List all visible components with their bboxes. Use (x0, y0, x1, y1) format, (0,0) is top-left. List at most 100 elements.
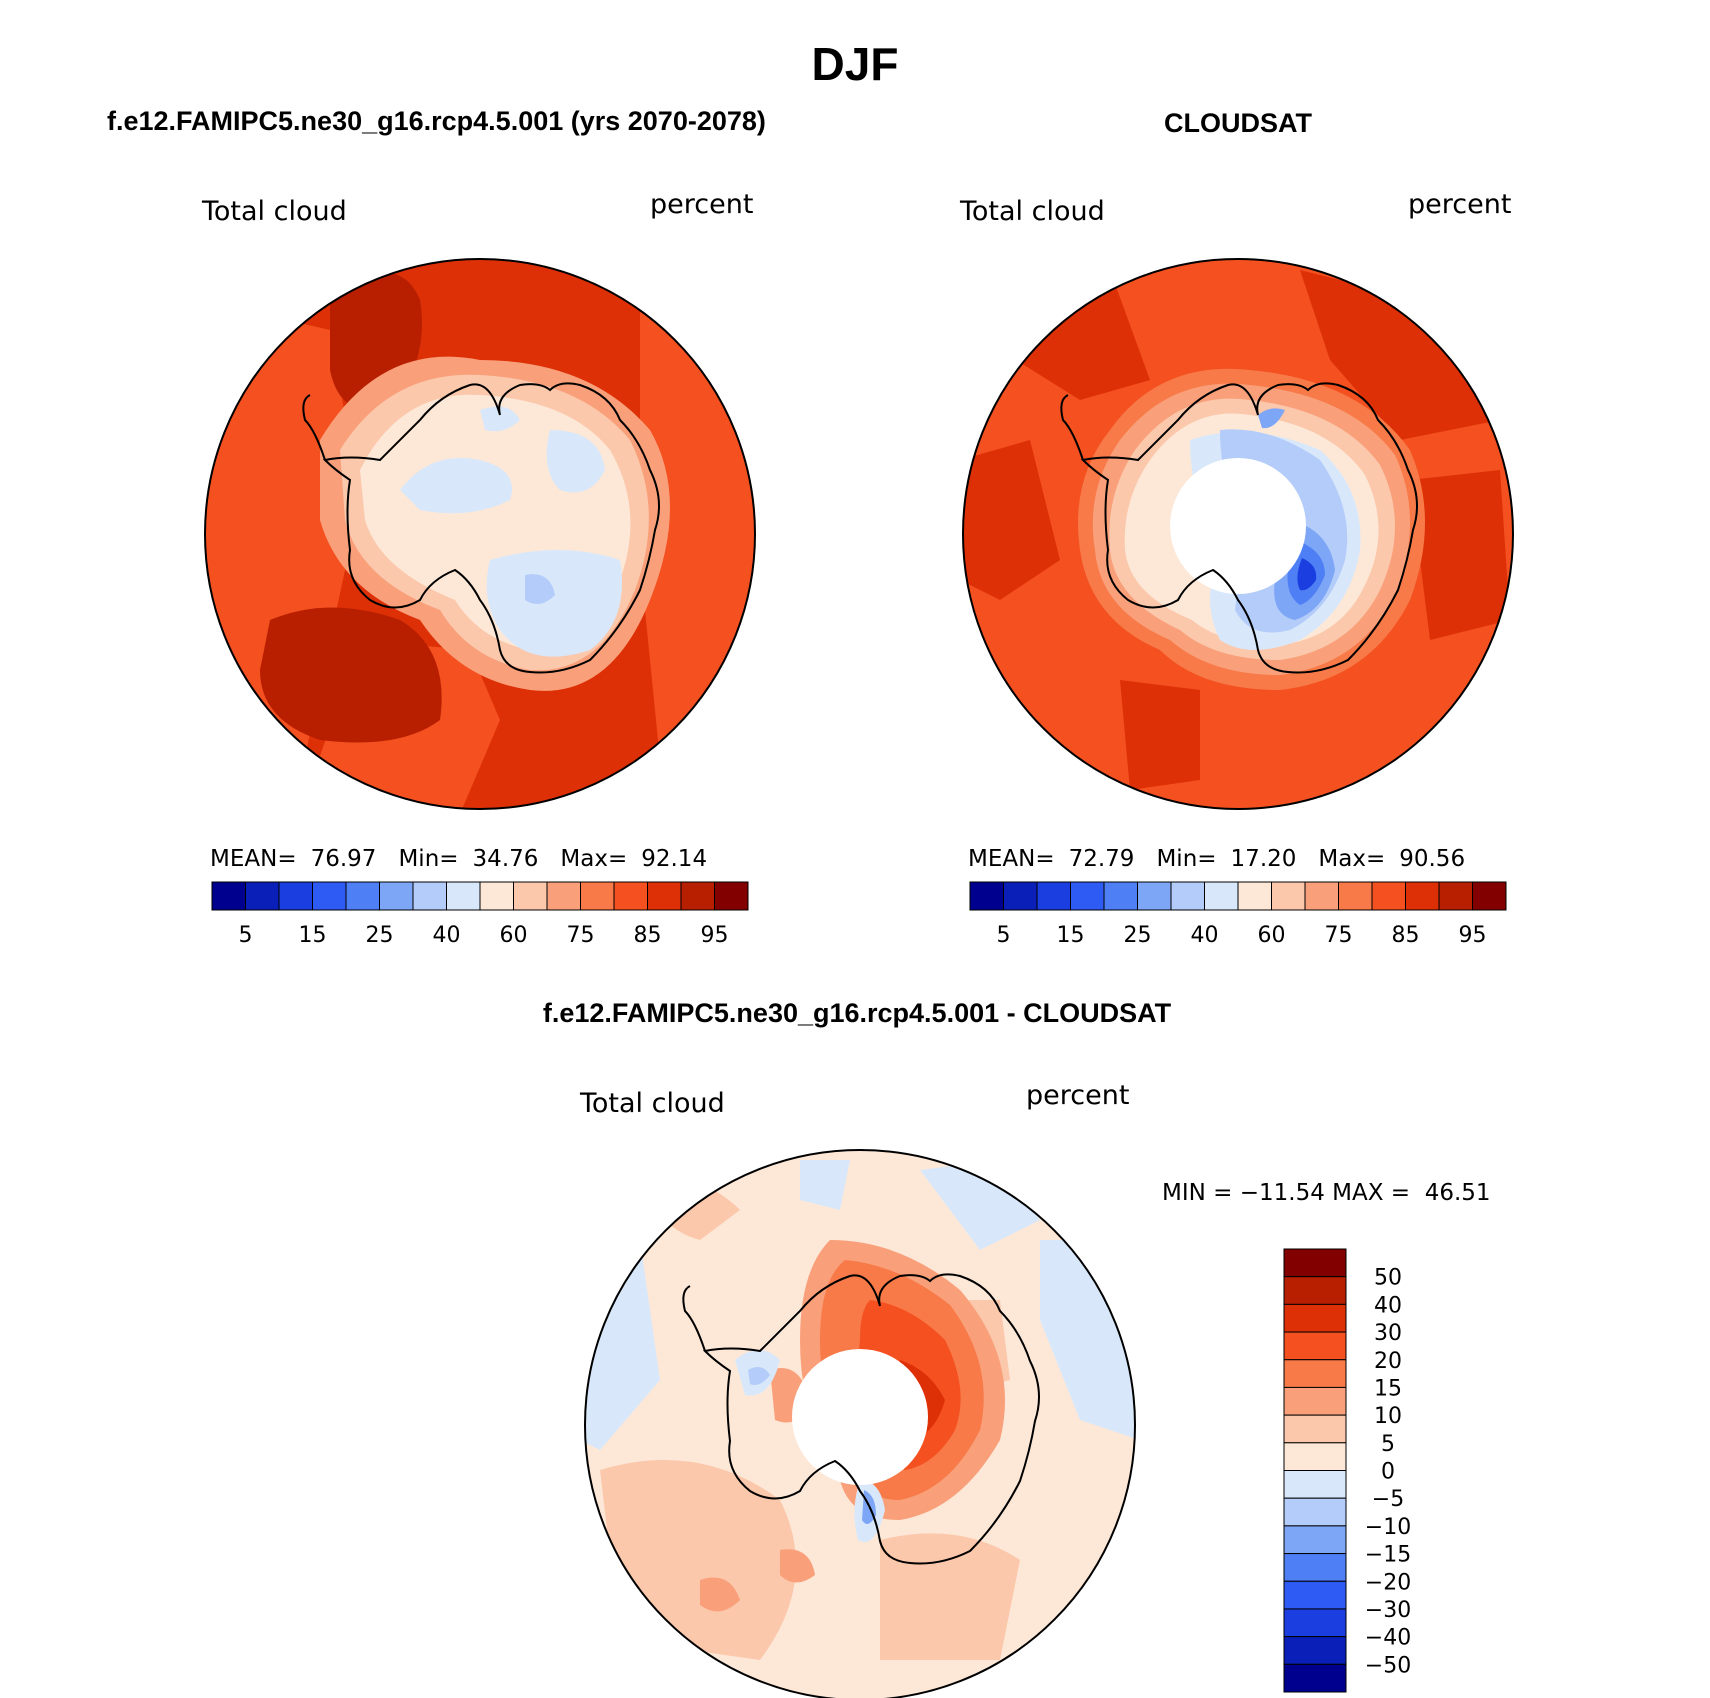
colorbar-swatch (1438, 881, 1473, 911)
stats-diff: MIN = −11.54 MAX = 46.51 (1162, 1180, 1491, 1206)
colorbar-label: 60 (1258, 923, 1286, 948)
colorbar-label: 95 (1459, 923, 1487, 948)
colorbar-label: 5 (1381, 1432, 1395, 1457)
colorbar-swatch (1283, 1497, 1347, 1527)
colorbar-label: −30 (1365, 1598, 1411, 1623)
colorbar-label: 85 (634, 923, 662, 948)
panel-model-units: percent (650, 189, 753, 220)
colorbar-swatch (412, 881, 447, 911)
colorbar-swatch (1283, 1525, 1347, 1555)
panel-model-title: f.e12.FAMIPC5.ne30_g16.rcp4.5.001 (yrs 2… (107, 106, 766, 136)
colorbar-swatch (379, 881, 414, 911)
panel-obs-units: percent (1408, 189, 1511, 220)
colorbar-swatch (1371, 881, 1406, 911)
colorbar-swatch (1237, 881, 1272, 911)
colorbar-label: 15 (1057, 923, 1085, 948)
colorbar-obs: 5 15 25 40 60 75 85 95 (969, 881, 1507, 948)
map-outline-diff (584, 1149, 1136, 1698)
colorbar-swatch (1036, 881, 1071, 911)
colorbar-swatch (1283, 1248, 1347, 1278)
polar-map-obs (963, 259, 1513, 809)
colorbar-label: −40 (1365, 1626, 1411, 1651)
colorbar-swatch (1204, 881, 1239, 911)
colorbar-swatch (1283, 1442, 1347, 1471)
polar-map-model (205, 259, 755, 809)
colorbar-label: −15 (1365, 1543, 1411, 1568)
colorbar-swatch (1283, 1470, 1347, 1499)
colorbar-label: 25 (1124, 923, 1152, 948)
map-outline-model (204, 258, 756, 810)
colorbar-label: 5 (997, 923, 1011, 948)
colorbar-swatch (1283, 1414, 1347, 1444)
colorbar-swatch (1283, 1553, 1347, 1582)
colorbar-swatch (278, 881, 313, 911)
colorbar-label: 25 (366, 923, 394, 948)
colorbar-label: 30 (1374, 1321, 1402, 1346)
colorbar-swatch (1283, 1303, 1347, 1333)
colorbar-label: 75 (1325, 923, 1353, 948)
panel-model-variable: Total cloud (201, 196, 347, 227)
colorbar-label: 15 (1374, 1376, 1402, 1401)
colorbar-swatch (211, 881, 246, 911)
colorbar-model: 5 15 25 40 60 75 85 95 (211, 881, 749, 948)
colorbar-swatch (1283, 1276, 1347, 1305)
colorbar-swatch (446, 881, 481, 911)
colorbar-swatch (613, 881, 648, 911)
colorbar-label: 50 (1374, 1266, 1402, 1291)
colorbar-swatch (1283, 1580, 1347, 1610)
colorbar-swatch (1405, 881, 1440, 911)
panel-model: f.e12.FAMIPC5.ne30_g16.rcp4.5.001 (yrs 2… (107, 106, 766, 948)
colorbar-swatch (245, 881, 280, 911)
colorbar-swatch (546, 881, 581, 911)
colorbar-swatch (1283, 1331, 1347, 1361)
colorbar-swatch (647, 881, 682, 911)
colorbar-label: 40 (1374, 1293, 1402, 1318)
colorbar-swatch (312, 881, 347, 911)
panel-diff-title: f.e12.FAMIPC5.ne30_g16.rcp4.5.001 - CLOU… (543, 998, 1172, 1028)
colorbar-label: −10 (1365, 1515, 1411, 1540)
colorbar-label: 0 (1381, 1460, 1395, 1485)
colorbar-swatch (680, 881, 715, 911)
colorbar-swatch (345, 881, 380, 911)
colorbar-label: −50 (1365, 1653, 1411, 1678)
panel-diff: f.e12.FAMIPC5.ne30_g16.rcp4.5.001 - CLOU… (543, 998, 1491, 1698)
colorbar-label: 10 (1374, 1404, 1402, 1429)
colorbar-label: −5 (1372, 1487, 1404, 1512)
colorbar-swatch (714, 881, 749, 911)
colorbar-label: 75 (567, 923, 595, 948)
colorbar-swatch (969, 881, 1004, 911)
colorbar-swatch (1472, 881, 1507, 911)
colorbar-swatch (1304, 881, 1339, 911)
figure-title: DJF (812, 38, 899, 90)
colorbar-swatch (580, 881, 615, 911)
colorbar-swatch (1283, 1608, 1347, 1638)
colorbar-label: 95 (701, 923, 729, 948)
colorbar-label: 85 (1392, 923, 1420, 948)
colorbar-swatch (1170, 881, 1205, 911)
colorbar-label: 20 (1374, 1349, 1402, 1374)
colorbar-swatch (1283, 1359, 1347, 1388)
stats-obs: MEAN= 72.79 Min= 17.20 Max= 90.56 (968, 846, 1465, 872)
colorbar-label: 15 (299, 923, 327, 948)
panel-obs-variable: Total cloud (959, 196, 1105, 227)
colorbar-label: 40 (433, 923, 461, 948)
map-outline-obs (962, 258, 1514, 810)
colorbar-swatch (1103, 881, 1138, 911)
colorbar-swatch (1338, 881, 1373, 911)
colorbar-swatch (1283, 1636, 1347, 1665)
colorbar-swatch (1283, 1663, 1347, 1693)
colorbar-label: −20 (1365, 1570, 1411, 1595)
colorbar-swatch (1070, 881, 1105, 911)
panel-diff-variable: Total cloud (579, 1088, 725, 1119)
stats-model: MEAN= 76.97 Min= 34.76 Max= 92.14 (210, 846, 707, 872)
colorbar-label: 5 (239, 923, 253, 948)
colorbar-swatch (479, 881, 514, 911)
polar-map-diff (585, 1150, 1135, 1698)
colorbar-label: 60 (500, 923, 528, 948)
colorbar-swatch (1271, 881, 1306, 911)
colorbar-swatch (1283, 1386, 1347, 1416)
panel-diff-units: percent (1026, 1080, 1129, 1111)
panel-obs: CLOUDSAT Total cloud percent MEAN= 72.7 (959, 108, 1514, 948)
